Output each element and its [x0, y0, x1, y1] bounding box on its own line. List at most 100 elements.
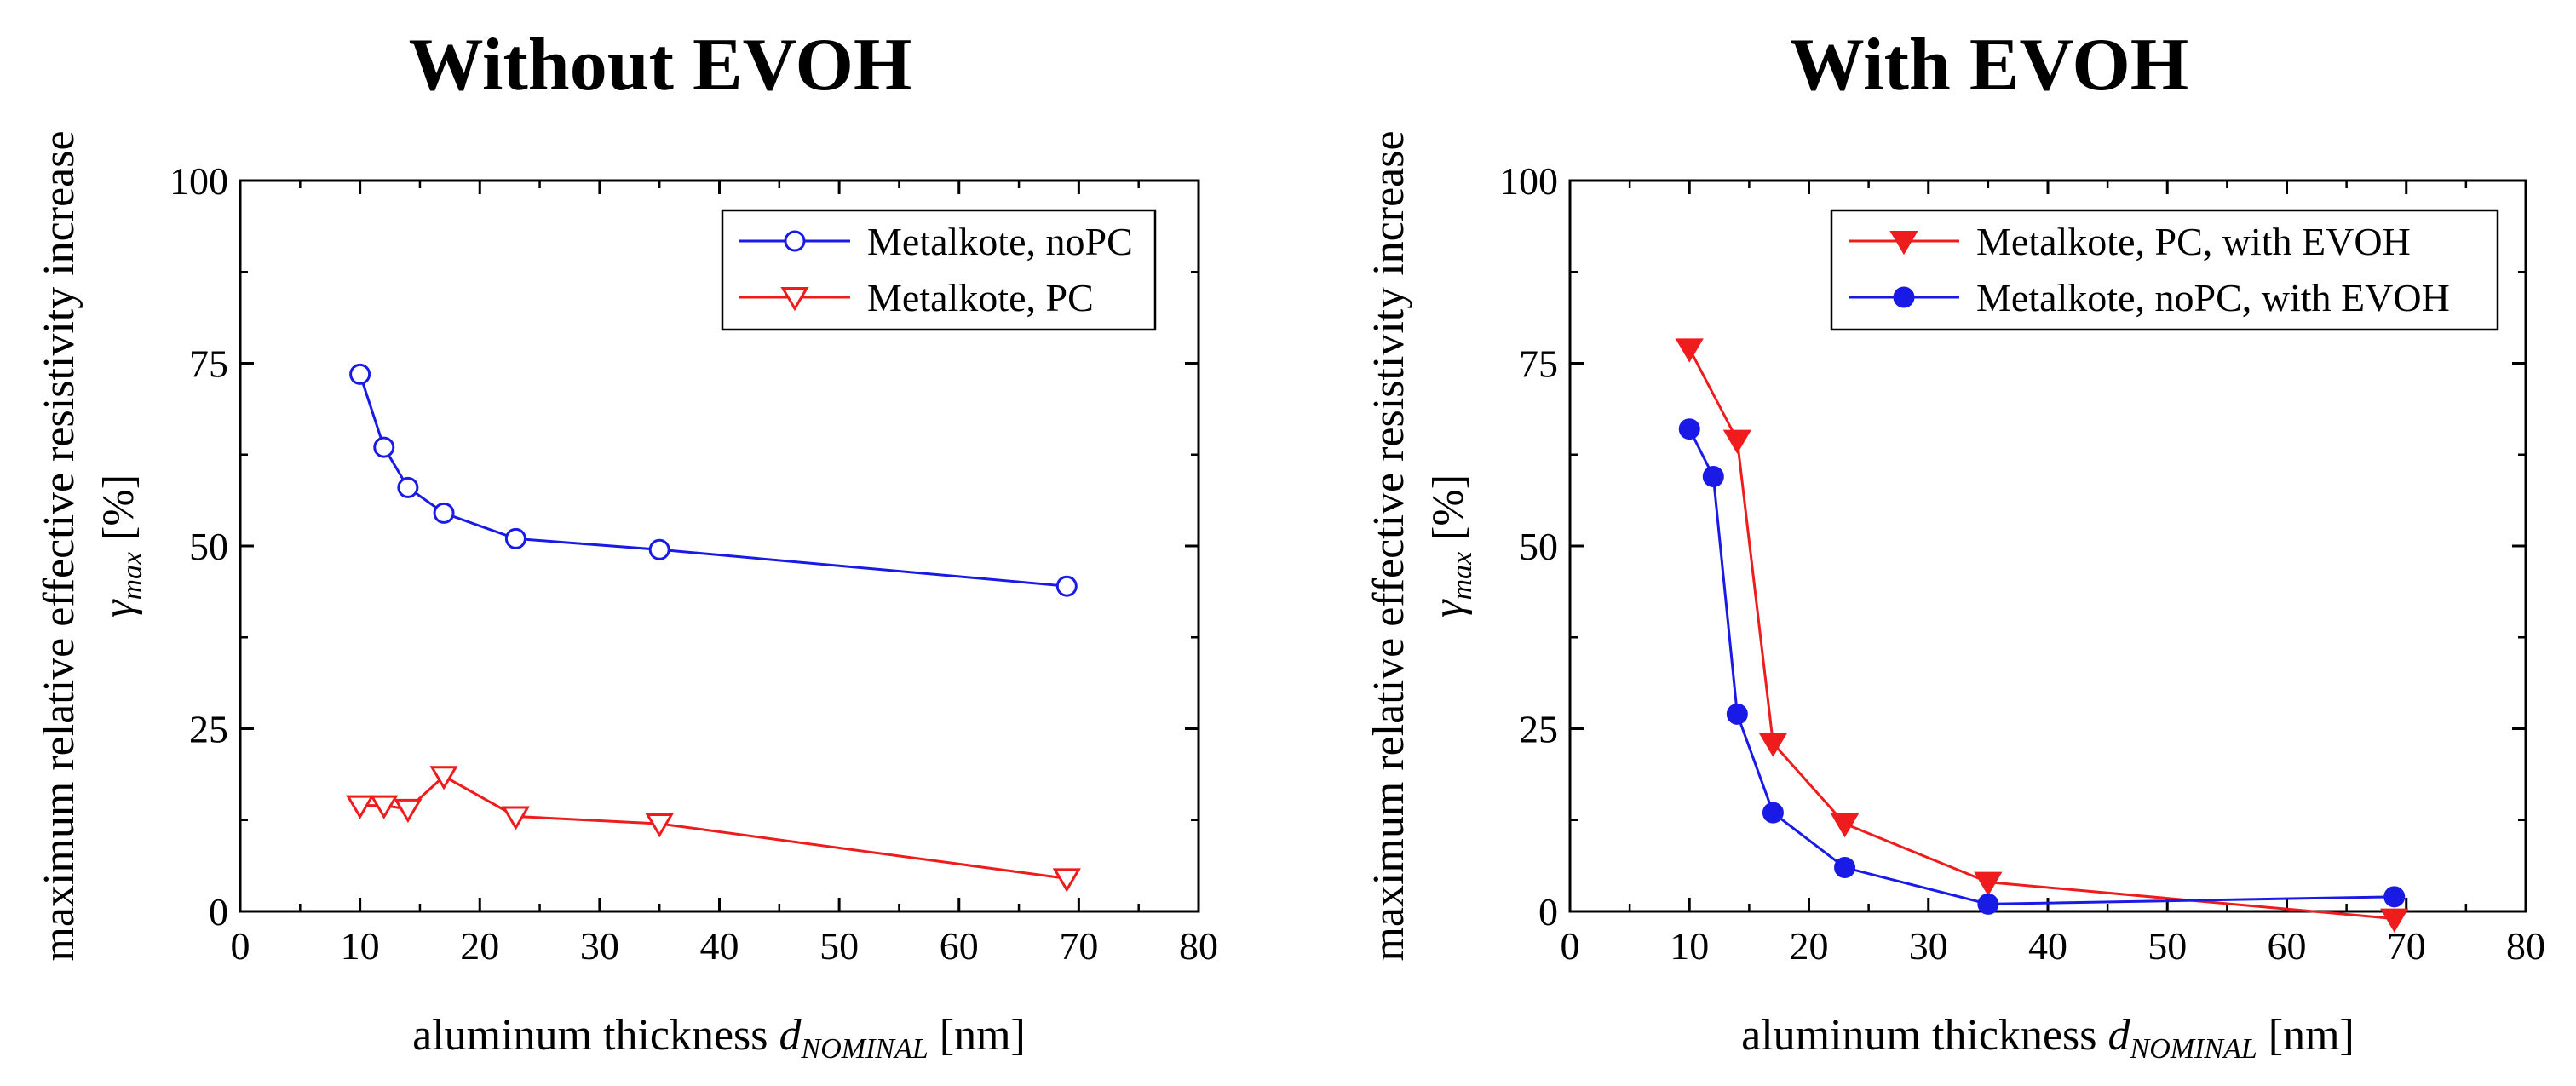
- data-point: [1726, 703, 1748, 725]
- legend-label: Metalkote, PC, with EVOH: [1976, 220, 2411, 263]
- data-point: [1675, 338, 1704, 363]
- y-tick-label: 75: [1519, 342, 1558, 386]
- data-point: [346, 795, 375, 819]
- series-0: [349, 363, 1078, 597]
- x-axis-symbol: d: [779, 1011, 802, 1060]
- y-axis-symbol: γ: [1424, 599, 1473, 618]
- x-axis-unit: [nm]: [2268, 1011, 2355, 1060]
- x-tick-label: 20: [1790, 924, 1829, 968]
- y-ticks: 0 25 50 75 100: [170, 159, 1199, 934]
- y-axis-symbol-label: γmax [%]: [95, 474, 148, 618]
- legend-label: Metalkote, noPC, with EVOH: [1976, 276, 2450, 319]
- legend-entry: Metalkote, PC: [739, 276, 1094, 319]
- y-axis-unit: [%]: [1424, 474, 1473, 541]
- x-axis-space: [2257, 1011, 2268, 1060]
- data-point: [1702, 465, 1724, 487]
- x-tick-label: 60: [2268, 924, 2307, 968]
- y-axis-space: [95, 541, 143, 552]
- x-axis-subscript: NOMINAL: [801, 1033, 929, 1065]
- legend-label: Metalkote, noPC: [867, 220, 1133, 263]
- data-point: [349, 363, 371, 385]
- x-ticks: 0 10 20 30 40 50 60 70 80: [1561, 181, 2545, 968]
- data-point: [501, 806, 531, 830]
- series-0: [1675, 338, 2409, 933]
- y-tick-label: 0: [209, 890, 228, 934]
- x-tick-label: 70: [1059, 924, 1098, 968]
- data-point: [2380, 908, 2409, 933]
- chart-title: Without EVOH: [409, 24, 912, 106]
- legend: Metalkote, noPC Metalkote, PC: [721, 209, 1157, 331]
- legend-marker: [780, 287, 809, 312]
- y-tick-label: 50: [189, 525, 228, 568]
- legend-marker: [784, 230, 806, 252]
- x-ticks: 0 10 20 30 40 50 60 70 80: [231, 181, 1218, 968]
- y-tick-label: 0: [1538, 890, 1558, 934]
- y-axis-label: maximum relative effective resistivity i…: [1365, 130, 1413, 961]
- x-tick-label: 10: [341, 924, 380, 968]
- y-axis-subscript: max: [1446, 552, 1478, 600]
- data-point: [394, 798, 423, 824]
- y-tick-label: 100: [170, 159, 228, 203]
- x-axis-label-text: aluminum thickness: [412, 1011, 779, 1060]
- x-tick-label: 50: [819, 924, 859, 968]
- data-point: [1977, 893, 1999, 915]
- x-tick-label: 30: [1909, 924, 1948, 968]
- y-tick-label: 25: [1519, 708, 1558, 751]
- y-axis-subscript: max: [117, 552, 148, 600]
- y-tick-label: 25: [189, 708, 228, 751]
- legend-entry: Metalkote, noPC, with EVOH: [1849, 276, 2450, 319]
- data-point: [1052, 868, 1081, 893]
- legend: Metalkote, PC, with EVOH Metalkote, noPC,…: [1830, 209, 2499, 331]
- data-point: [373, 436, 395, 458]
- y-axis-unit: [%]: [95, 474, 143, 541]
- data-point: [1722, 429, 1751, 454]
- legend-entry: Metalkote, PC, with EVOH: [1849, 220, 2411, 263]
- series-1: [346, 766, 1081, 893]
- legend-entries: Metalkote, noPC Metalkote, PC: [739, 220, 1133, 319]
- series-layer: [346, 363, 1081, 893]
- data-point: [648, 538, 670, 560]
- x-tick-label: 70: [2387, 924, 2426, 968]
- x-axis-symbol: d: [2108, 1011, 2131, 1060]
- series-line: [1688, 348, 2395, 921]
- data-point: [645, 813, 674, 838]
- series-1: [1678, 418, 2406, 915]
- x-tick-label: 80: [2506, 924, 2545, 968]
- y-ticks: 0 25 50 75 100: [1499, 159, 2526, 934]
- y-axis-space: [1424, 541, 1473, 552]
- x-tick-label: 40: [700, 924, 739, 968]
- x-axis-subscript: NOMINAL: [2130, 1033, 2257, 1065]
- x-axis-space: [929, 1011, 940, 1060]
- y-tick-label: 100: [1499, 159, 1558, 203]
- x-tick-label: 80: [1179, 924, 1218, 968]
- series-line: [359, 373, 1067, 588]
- series-line: [1688, 428, 2395, 905]
- x-tick-label: 60: [940, 924, 979, 968]
- y-axis-symbol-label: γmax [%]: [1424, 474, 1478, 618]
- chart-without-evoh: Without EVOH 0 10 20 30 40 50 60 70 80 0 25 50 75 10…: [35, 24, 1218, 1065]
- data-point: [429, 766, 458, 790]
- x-tick-label: 0: [1561, 924, 1580, 968]
- data-point: [1758, 733, 1788, 757]
- x-tick-label: 40: [2028, 924, 2067, 968]
- x-axis-label-text: aluminum thickness: [1741, 1011, 2107, 1060]
- x-axis-label: aluminum thickness dNOMINAL [nm]: [412, 1011, 1026, 1065]
- legend-entries: Metalkote, PC, with EVOH Metalkote, noPC,…: [1849, 220, 2450, 319]
- data-point: [2383, 886, 2406, 908]
- x-tick-label: 10: [1670, 924, 1709, 968]
- data-point: [1678, 418, 1700, 440]
- x-tick-label: 30: [580, 924, 619, 968]
- x-axis-label: aluminum thickness dNOMINAL [nm]: [1741, 1011, 2355, 1065]
- x-axis-unit: [nm]: [940, 1011, 1026, 1060]
- series-layer: [1675, 338, 2409, 933]
- legend-label: Metalkote, PC: [867, 276, 1094, 319]
- chart-with-evoh: With EVOH 0 10 20 30 40 50 60 70 80 0 25 50 75 100 a…: [1365, 24, 2545, 1065]
- data-point: [1762, 802, 1784, 824]
- data-point: [433, 502, 455, 524]
- y-axis-label: maximum relative effective resistivity i…: [35, 130, 83, 961]
- data-point: [1974, 871, 2003, 896]
- legend-entry: Metalkote, noPC: [739, 220, 1133, 263]
- x-tick-label: 0: [231, 924, 250, 968]
- data-point: [504, 527, 526, 549]
- data-point: [370, 795, 399, 819]
